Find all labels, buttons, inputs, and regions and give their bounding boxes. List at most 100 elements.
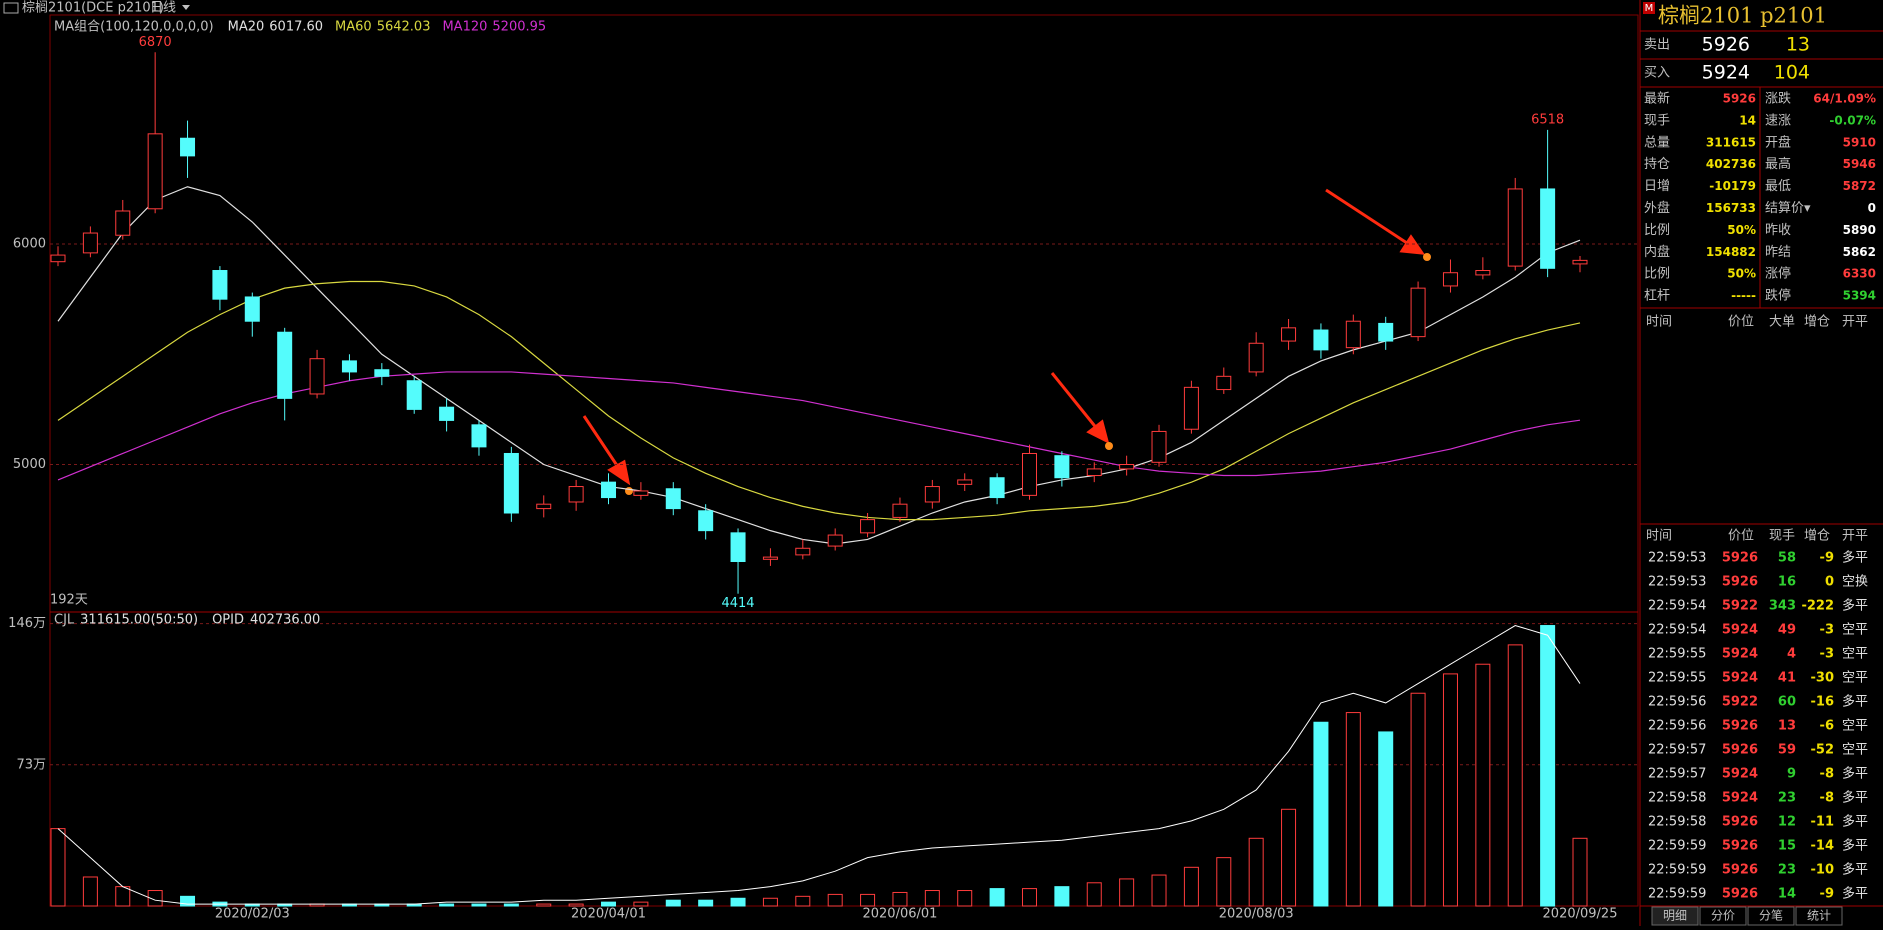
- trade-type: 多平: [1842, 862, 1868, 878]
- tab-label[interactable]: 分价: [1711, 909, 1735, 923]
- quote-value: 402736: [1706, 157, 1756, 171]
- trade-change: -30: [1811, 671, 1835, 686]
- quote-value: 154882: [1706, 245, 1756, 259]
- tab[interactable]: [1795, 906, 1843, 926]
- candle-body: [1021, 452, 1037, 496]
- candle-body: [1183, 386, 1199, 430]
- trade-change: -3: [1820, 647, 1834, 662]
- quote-value: 5394: [1843, 289, 1876, 303]
- trade-time: 22:59:59: [1648, 863, 1706, 878]
- tab-label[interactable]: 统计: [1807, 909, 1831, 923]
- menu-icon[interactable]: [3, 2, 19, 14]
- x-tick-label: 2020/06/01: [862, 907, 937, 922]
- quote-label: 外盘: [1644, 200, 1670, 216]
- trade-change: -10: [1811, 863, 1835, 878]
- trade-price: 5924: [1722, 623, 1758, 638]
- candle-body: [1216, 375, 1232, 391]
- candle-body: [471, 424, 487, 448]
- column-header: 大单: [1769, 315, 1795, 330]
- quote-value: 50%: [1727, 223, 1756, 237]
- trade-type: 空平: [1842, 743, 1868, 758]
- quote-value: 50%: [1727, 267, 1756, 281]
- trade-time: 22:59:55: [1648, 671, 1706, 686]
- tab[interactable]: [1699, 906, 1747, 926]
- quote-value: 5926: [1723, 92, 1756, 106]
- badge-box: [1643, 2, 1655, 14]
- volume-bar: [180, 895, 196, 907]
- quote-label: 最高: [1765, 156, 1791, 172]
- volume-bar: [1313, 721, 1329, 907]
- badge: M: [1645, 3, 1654, 14]
- column-header: 时间: [1646, 315, 1672, 330]
- candle-body: [115, 210, 131, 236]
- tab-label[interactable]: 分笔: [1759, 908, 1783, 923]
- trade-time: 22:59:59: [1648, 839, 1706, 854]
- trade-time: 22:59:55: [1648, 647, 1706, 662]
- tab[interactable]: [1651, 906, 1699, 926]
- volume-bar: [860, 893, 876, 907]
- column-header: 开平: [1842, 529, 1868, 544]
- trade-qty: 4: [1787, 647, 1796, 662]
- period-caret[interactable]: [182, 5, 190, 10]
- quote-label: 开盘: [1765, 134, 1791, 150]
- quote-label: 持仓: [1644, 157, 1670, 172]
- volume-bar: [795, 895, 811, 907]
- trade-change: -3: [1820, 623, 1834, 638]
- tab-label[interactable]: 明细: [1663, 909, 1687, 923]
- trade-time: 22:59:53: [1648, 575, 1706, 590]
- y-tick-label: 73万: [16, 757, 46, 772]
- trade-time: 22:59:54: [1648, 623, 1706, 638]
- candle-body: [244, 296, 260, 322]
- indicator-value: 311615.00(50:50): [80, 613, 198, 628]
- candle-body: [1281, 327, 1297, 342]
- tab[interactable]: [1747, 906, 1795, 926]
- trade-price: 5926: [1722, 575, 1758, 590]
- volume-bar: [957, 890, 973, 907]
- volume-bar: [82, 876, 98, 907]
- volume-bar: [762, 897, 778, 907]
- candle-body: [730, 532, 746, 563]
- volume-bar: [439, 903, 455, 907]
- trade-price: 5926: [1722, 719, 1758, 734]
- volume-bar: [633, 901, 649, 907]
- indicator-name: CJL: [54, 613, 75, 628]
- candle-body: [1345, 320, 1361, 349]
- trade-change: -16: [1811, 695, 1835, 710]
- volume-bar: [1345, 712, 1361, 907]
- candle-body: [406, 380, 422, 410]
- volume-bar: [1248, 837, 1264, 907]
- quote-value: 14: [1739, 113, 1756, 127]
- book-label: 卖出: [1644, 38, 1670, 53]
- volume-bar: [924, 890, 940, 907]
- candle-body: [827, 534, 843, 547]
- volume-bar: [1540, 625, 1556, 907]
- quote-label: 比例: [1644, 223, 1670, 238]
- volume-bar: [1475, 663, 1491, 907]
- trade-price: 5926: [1722, 839, 1758, 854]
- quote-value: 156733: [1706, 201, 1756, 215]
- trade-qty: 15: [1778, 839, 1796, 854]
- candle-body: [439, 406, 455, 421]
- candle-body: [860, 519, 876, 534]
- quote-value: 64/1.09%: [1813, 92, 1876, 106]
- trade-type: 多平: [1842, 694, 1868, 710]
- trade-qty: 60: [1778, 695, 1796, 710]
- period[interactable]: 日线: [150, 1, 176, 16]
- candle-body: [1442, 272, 1458, 287]
- trade-qty: 59: [1778, 743, 1796, 758]
- book-qty: 104: [1774, 62, 1810, 84]
- quote-value: -----: [1731, 289, 1756, 303]
- arrow-head: [607, 459, 631, 486]
- trade-change: -11: [1811, 815, 1835, 830]
- trade-qty: 23: [1778, 863, 1796, 878]
- candle-body: [1507, 188, 1523, 267]
- trade-price: 5922: [1722, 695, 1758, 710]
- ma-line: [57, 280, 1581, 521]
- trade-type: 多平: [1842, 598, 1868, 614]
- trade-time: 22:59:57: [1648, 767, 1706, 782]
- extreme-label: 6518: [1531, 112, 1564, 127]
- volume-bar: [1119, 878, 1135, 907]
- candle-body: [180, 137, 196, 157]
- candle-body: [698, 510, 714, 532]
